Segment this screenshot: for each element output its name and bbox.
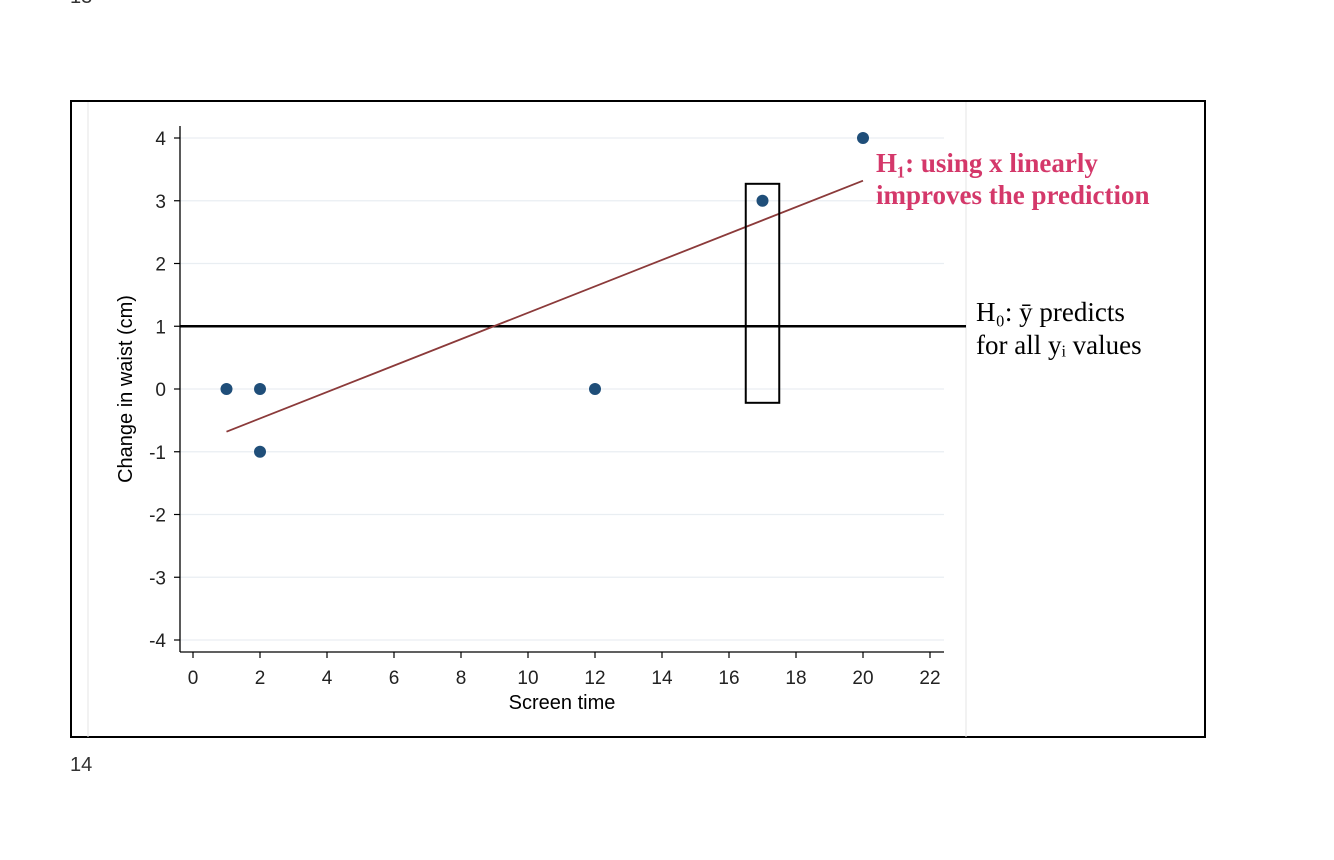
page-number-bottom: 14 — [70, 754, 93, 776]
highlight-box-group — [744, 182, 781, 404]
x-axis-title: Screen time — [509, 692, 616, 714]
y-tick-label: -3 — [149, 568, 166, 589]
y-tick-labels: 4 3 2 1 0 -1 -2 -3 -4 — [149, 129, 166, 652]
data-point — [756, 194, 769, 207]
data-point — [220, 383, 233, 395]
grid-lines — [180, 137, 944, 641]
y-tick-label: -1 — [149, 443, 166, 464]
x-tick-label: 2 — [255, 668, 266, 689]
y-tick-label: 2 — [155, 255, 166, 276]
h1-annotation-line2: improves the prediction — [876, 180, 1150, 210]
y-tick-label: 3 — [155, 192, 166, 213]
x-tick-labels: 0 2 4 6 8 10 12 14 16 18 20 22 — [188, 668, 941, 689]
x-tick-label: 4 — [322, 668, 333, 689]
data-point — [254, 445, 266, 458]
chart-frame — [70, 100, 1206, 738]
y-tick-label: -4 — [149, 631, 166, 652]
y-tick-label: 0 — [155, 380, 166, 401]
data-point — [254, 383, 266, 395]
regression-line — [226, 179, 864, 433]
x-tick-label: 0 — [188, 668, 199, 689]
x-tick-label: 6 — [389, 668, 400, 689]
axes — [174, 126, 944, 658]
x-tick-label: 16 — [718, 668, 739, 689]
x-tick-label: 22 — [919, 668, 940, 689]
y-tick-label: 4 — [155, 129, 166, 150]
x-tick-label: 12 — [584, 668, 605, 689]
x-tick-label: 18 — [785, 668, 806, 689]
x-tick-label: 8 — [456, 668, 467, 689]
h1-annotation-line1: H₁: using x linearly — [876, 148, 1098, 178]
x-tick-label: 20 — [852, 668, 873, 689]
page-number-top: 13 — [70, 0, 92, 9]
data-point — [589, 383, 601, 395]
y-axis-title: Change in waist (cm) — [115, 295, 137, 483]
highlight-box — [744, 182, 781, 404]
data-points — [220, 132, 869, 458]
data-point — [857, 132, 869, 144]
h0-annotation-line2: for all yᵢ values — [976, 330, 1142, 360]
y-tick-label: 1 — [155, 317, 166, 338]
regression-line-group — [226, 179, 864, 433]
y-tick-label: -2 — [149, 506, 166, 527]
h0-annotation-line1: H₀: ȳ predicts — [976, 297, 1125, 327]
x-tick-label: 14 — [651, 668, 673, 689]
x-tick-label: 10 — [517, 668, 538, 689]
